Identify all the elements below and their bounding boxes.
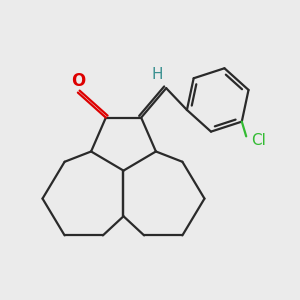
Text: Cl: Cl	[250, 133, 266, 148]
Text: H: H	[152, 68, 163, 82]
Text: O: O	[71, 72, 85, 90]
